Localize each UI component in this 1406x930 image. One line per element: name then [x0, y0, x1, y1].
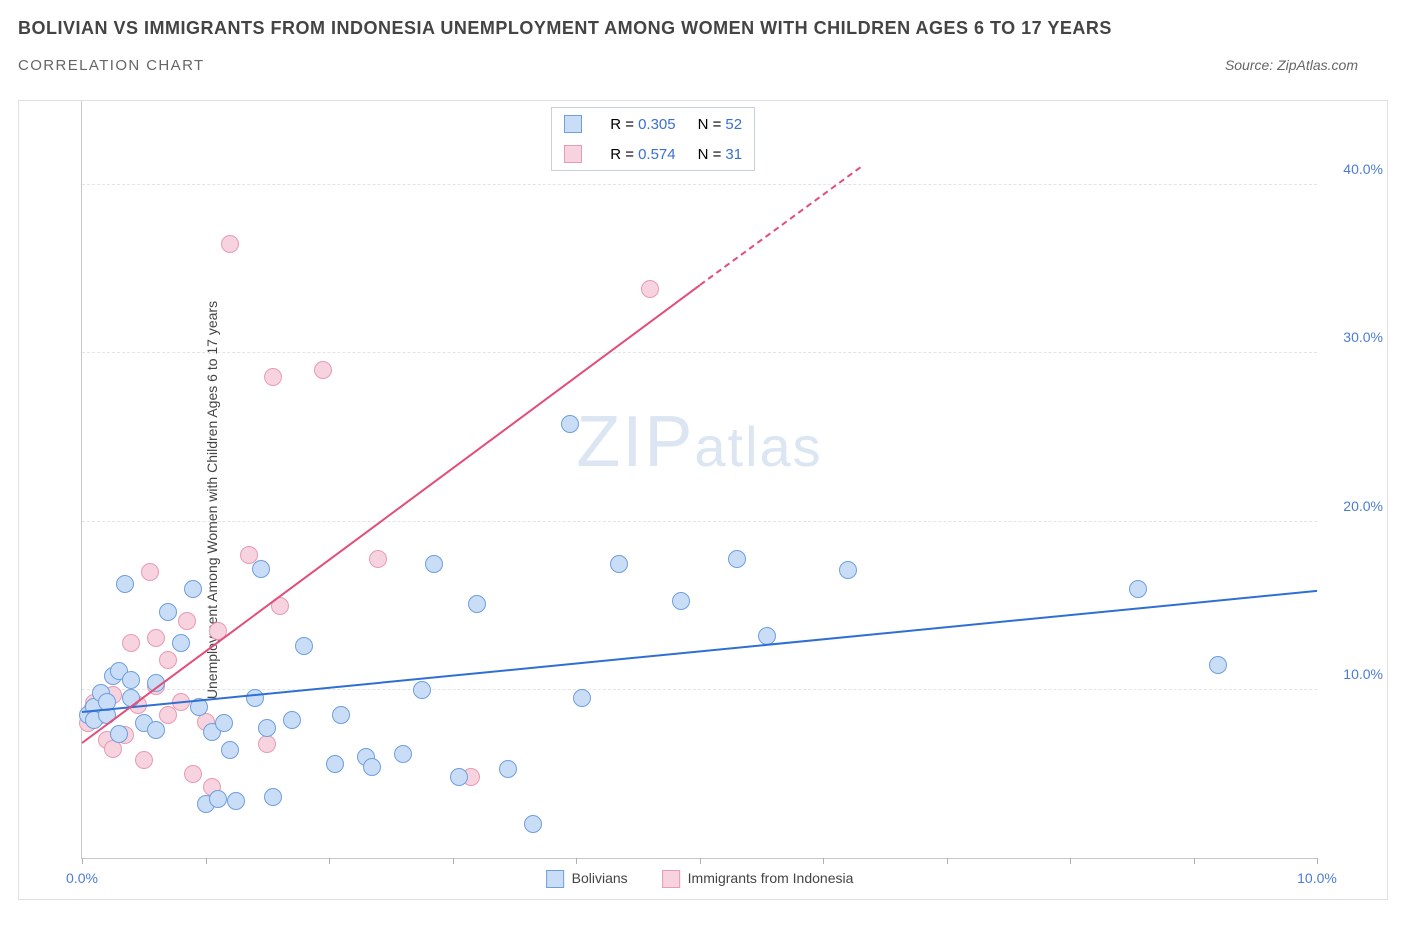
data-point-a — [215, 714, 233, 732]
data-point-a — [227, 792, 245, 810]
gridline — [82, 689, 1317, 690]
data-point-a — [561, 415, 579, 433]
plot-area: ZIPatlas R =0.305 N =52 R =0.574 N =31 B… — [81, 101, 1317, 859]
data-point-a — [413, 681, 431, 699]
y-tick-label: 30.0% — [1343, 329, 1383, 345]
x-tick — [82, 858, 83, 864]
swatch-icon — [662, 870, 680, 888]
data-point-a — [728, 550, 746, 568]
data-point-a — [672, 592, 690, 610]
data-point-a — [499, 760, 517, 778]
data-point-b — [147, 629, 165, 647]
data-point-b — [314, 361, 332, 379]
x-tick-label: 10.0% — [1297, 870, 1337, 886]
y-tick-label: 20.0% — [1343, 498, 1383, 514]
gridline — [82, 352, 1317, 353]
x-tick — [823, 858, 824, 864]
trend-line — [82, 590, 1317, 713]
data-point-a — [246, 689, 264, 707]
chart-subtitle: CORRELATION CHART — [18, 57, 205, 74]
data-point-b — [264, 368, 282, 386]
data-point-b — [184, 765, 202, 783]
source-attribution: Source: ZipAtlas.com — [1225, 57, 1388, 73]
data-point-a — [332, 706, 350, 724]
data-point-a — [425, 555, 443, 573]
data-point-a — [363, 758, 381, 776]
swatch-icon — [546, 870, 564, 888]
x-tick — [700, 858, 701, 864]
data-point-a — [209, 790, 227, 808]
swatch-series-b — [564, 145, 582, 163]
data-point-a — [184, 580, 202, 598]
data-point-a — [450, 768, 468, 786]
data-point-b — [135, 751, 153, 769]
data-point-a — [258, 719, 276, 737]
gridline — [82, 521, 1317, 522]
data-point-b — [369, 550, 387, 568]
data-point-a — [122, 671, 140, 689]
bottom-legend: Bolivians Immigrants from Indonesia — [546, 870, 854, 888]
x-tick — [1194, 858, 1195, 864]
data-point-a — [839, 561, 857, 579]
stats-row-series-b: R =0.574 N =31 — [554, 140, 752, 168]
data-point-b — [159, 651, 177, 669]
data-point-a — [264, 788, 282, 806]
data-point-a — [1129, 580, 1147, 598]
data-point-b — [178, 612, 196, 630]
data-point-a — [110, 725, 128, 743]
x-tick — [1070, 858, 1071, 864]
x-tick — [576, 858, 577, 864]
chart-container: Unemployment Among Women with Children A… — [18, 100, 1388, 900]
x-tick-label: 0.0% — [66, 870, 98, 886]
legend-item-b: Immigrants from Indonesia — [662, 870, 854, 888]
stats-row-series-a: R =0.305 N =52 — [554, 110, 752, 138]
data-point-a — [610, 555, 628, 573]
data-point-a — [295, 637, 313, 655]
x-tick — [329, 858, 330, 864]
data-point-a — [221, 741, 239, 759]
swatch-series-a — [564, 115, 582, 133]
data-point-b — [122, 634, 140, 652]
x-tick — [206, 858, 207, 864]
data-point-a — [283, 711, 301, 729]
data-point-a — [252, 560, 270, 578]
data-point-a — [1209, 656, 1227, 674]
watermark: ZIPatlas — [576, 401, 822, 483]
x-tick — [1317, 858, 1318, 864]
data-point-a — [326, 755, 344, 773]
legend-item-a: Bolivians — [546, 870, 628, 888]
gridline — [82, 184, 1317, 185]
x-tick — [947, 858, 948, 864]
data-point-a — [159, 603, 177, 621]
chart-title: BOLIVIAN VS IMMIGRANTS FROM INDONESIA UN… — [18, 18, 1388, 39]
data-point-b — [141, 563, 159, 581]
data-point-a — [573, 689, 591, 707]
data-point-a — [394, 745, 412, 763]
stats-legend-box: R =0.305 N =52 R =0.574 N =31 — [551, 107, 755, 171]
data-point-a — [147, 721, 165, 739]
data-point-a — [524, 815, 542, 833]
x-tick — [453, 858, 454, 864]
data-point-a — [468, 595, 486, 613]
data-point-b — [641, 280, 659, 298]
data-point-a — [172, 634, 190, 652]
data-point-a — [116, 575, 134, 593]
y-tick-label: 40.0% — [1343, 161, 1383, 177]
data-point-b — [221, 235, 239, 253]
y-tick-label: 10.0% — [1343, 666, 1383, 682]
